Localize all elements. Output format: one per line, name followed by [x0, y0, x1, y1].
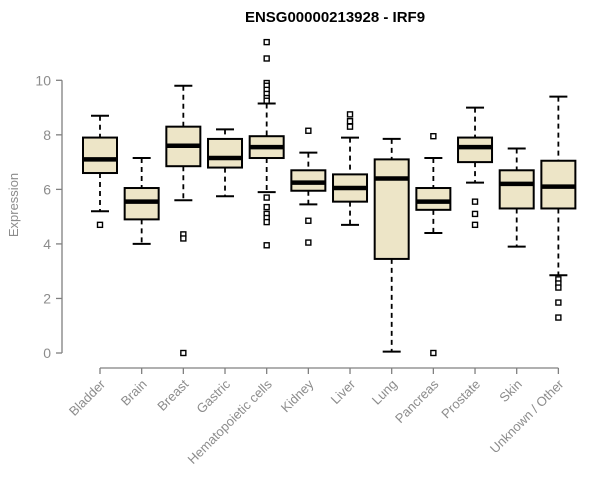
x-tick-label: Liver	[328, 376, 359, 407]
x-tick-label: Unknown / Other	[487, 376, 567, 456]
box-gastric	[207, 128, 244, 198]
outlier-point	[263, 203, 270, 211]
box-rect	[415, 187, 452, 211]
box-rect	[82, 136, 118, 175]
outlier-point	[471, 221, 479, 229]
outlier-point	[263, 55, 270, 62]
outlier-point	[305, 217, 312, 224]
outlier-point	[263, 38, 270, 46]
x-tick-label: Kidney	[278, 376, 317, 415]
outlier-point	[305, 239, 312, 246]
y-tick-label: 2	[43, 290, 51, 306]
box-kidney	[290, 127, 327, 246]
y-tick-label: 0	[43, 345, 51, 361]
y-tick-label: 10	[35, 72, 51, 88]
box-bladder	[82, 114, 118, 229]
y-tick-label: 8	[43, 127, 51, 143]
outlier-point	[555, 299, 562, 306]
outlier-point	[305, 127, 312, 134]
outlier-point	[96, 221, 104, 229]
x-tick-label: Bladder	[66, 376, 109, 419]
outlier-point	[471, 210, 479, 218]
x-tick-label: Prostate	[438, 377, 483, 422]
outlier-point	[346, 118, 354, 125]
outlier-point	[430, 133, 437, 140]
y-axis-label: Expression	[6, 172, 21, 238]
box-brain	[123, 157, 160, 245]
outlier-point	[430, 349, 437, 357]
box-prostate	[457, 106, 494, 229]
outlier-point	[263, 194, 270, 201]
box-unknown-other	[540, 95, 577, 321]
outlier-point	[263, 242, 270, 249]
outlier-point	[471, 198, 479, 205]
y-tick-label: 4	[43, 236, 51, 252]
box-rect	[207, 137, 244, 169]
x-tick-label: Skin	[496, 377, 524, 405]
outlier-point	[555, 284, 562, 291]
box-rect	[498, 169, 535, 210]
box-lung	[373, 137, 410, 353]
box-skin	[498, 147, 535, 248]
x-tick-label: Pancreas	[392, 376, 442, 426]
outlier-point	[263, 218, 270, 226]
chart-title: ENSG00000213928 - IRF9	[244, 9, 426, 26]
outlier-point	[180, 235, 187, 242]
box-hematopoietic-cells	[248, 38, 285, 249]
box-rect	[457, 136, 494, 164]
y-tick-label: 6	[43, 181, 51, 197]
box-rect	[373, 158, 410, 260]
outlier-point	[263, 97, 270, 104]
x-tick-label: Lung	[369, 377, 400, 408]
x-tick-label: Gastric	[193, 376, 233, 416]
outlier-point	[180, 349, 187, 357]
box-pancreas	[415, 133, 452, 357]
x-tick-label: Brain	[118, 377, 150, 409]
outlier-point	[346, 111, 354, 118]
box-breast	[165, 84, 202, 357]
outlier-point	[346, 123, 354, 130]
outlier-point	[555, 314, 562, 321]
x-tick-label: Breast	[154, 376, 191, 413]
box-liver	[332, 111, 369, 226]
